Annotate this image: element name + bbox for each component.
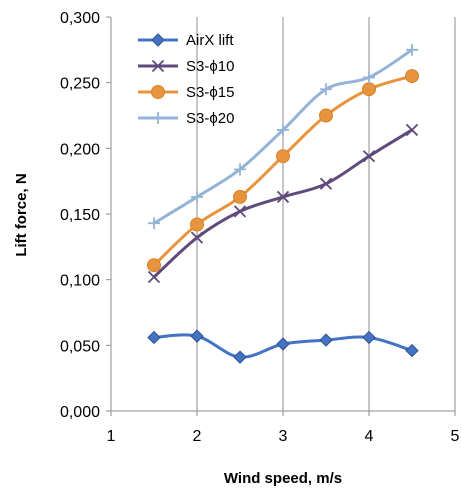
data-point: [233, 205, 247, 218]
data-point: [147, 330, 161, 345]
legend-label: S3-ϕ20: [186, 110, 234, 127]
x-tick-label: 2: [193, 428, 202, 445]
legend-entry: S3-ϕ20: [138, 110, 234, 127]
legend-label: AirX lift: [186, 32, 234, 49]
data-point: [190, 231, 204, 244]
data-point: [405, 343, 419, 358]
data-point: [319, 108, 333, 123]
data-point: [319, 177, 333, 190]
data-point: [276, 337, 290, 351]
data-point: [191, 190, 203, 203]
x-tick-label: 3: [279, 428, 288, 445]
data-point: [147, 270, 161, 284]
y-tick-label: 0,150: [60, 207, 100, 224]
y-tick-label: 0,100: [60, 273, 100, 290]
y-tick-label: 0,200: [60, 141, 100, 158]
data-point: [148, 217, 160, 230]
data-point: [190, 217, 204, 232]
data-point: [234, 163, 246, 176]
data-point: [362, 82, 376, 97]
legend-label: S3-ϕ15: [186, 84, 234, 101]
y-tick-label: 0,050: [60, 338, 100, 355]
data-point: [147, 258, 161, 273]
legend-entry: S3-ϕ10: [138, 58, 234, 75]
x-tick-label: 4: [365, 428, 374, 445]
data-point: [276, 149, 290, 164]
data-point: [405, 123, 419, 137]
data-point: [320, 83, 332, 96]
x-axis-title: Wind speed, m/s: [224, 470, 342, 487]
data-point: [190, 329, 204, 343]
data-point: [406, 43, 418, 56]
y-tick-label: 0,000: [60, 404, 100, 421]
legend: AirX lift S3-ϕ10 S3-ϕ15 S3-ϕ20: [138, 32, 234, 127]
y-axis-title: Lift force, N: [13, 173, 30, 256]
x-tick-label: 1: [107, 428, 116, 445]
y-axis-ticks: 0,000 0,050 0,100 0,150 0,200 0,250 0,300: [60, 10, 111, 421]
data-point: [233, 350, 247, 364]
legend-swatch-marker: [151, 33, 165, 47]
data-point: [233, 189, 247, 204]
series-4: [148, 43, 418, 230]
x-axis-ticks: 1 2 3 4 5: [107, 411, 460, 445]
data-point: [363, 71, 375, 84]
data-point: [319, 333, 333, 347]
series-2: [147, 123, 419, 284]
data-point: [362, 150, 376, 163]
data-point: [276, 190, 290, 204]
legend-swatch-marker: [151, 59, 165, 73]
legend-label: S3-ϕ10: [186, 58, 234, 75]
plot-area: [147, 43, 419, 364]
y-tick-label: 0,300: [60, 10, 100, 27]
x-tick-label: 5: [451, 428, 460, 445]
series-3: [147, 69, 419, 273]
data-point: [405, 69, 419, 84]
data-point: [362, 330, 376, 345]
legend-entry: S3-ϕ15: [138, 84, 234, 101]
series-1: [147, 329, 419, 364]
data-point: [277, 123, 289, 136]
y-tick-label: 0,250: [60, 76, 100, 93]
legend-swatch-marker: [151, 85, 165, 99]
legend-entry: AirX lift: [138, 32, 234, 49]
legend-swatch-marker: [152, 112, 164, 124]
